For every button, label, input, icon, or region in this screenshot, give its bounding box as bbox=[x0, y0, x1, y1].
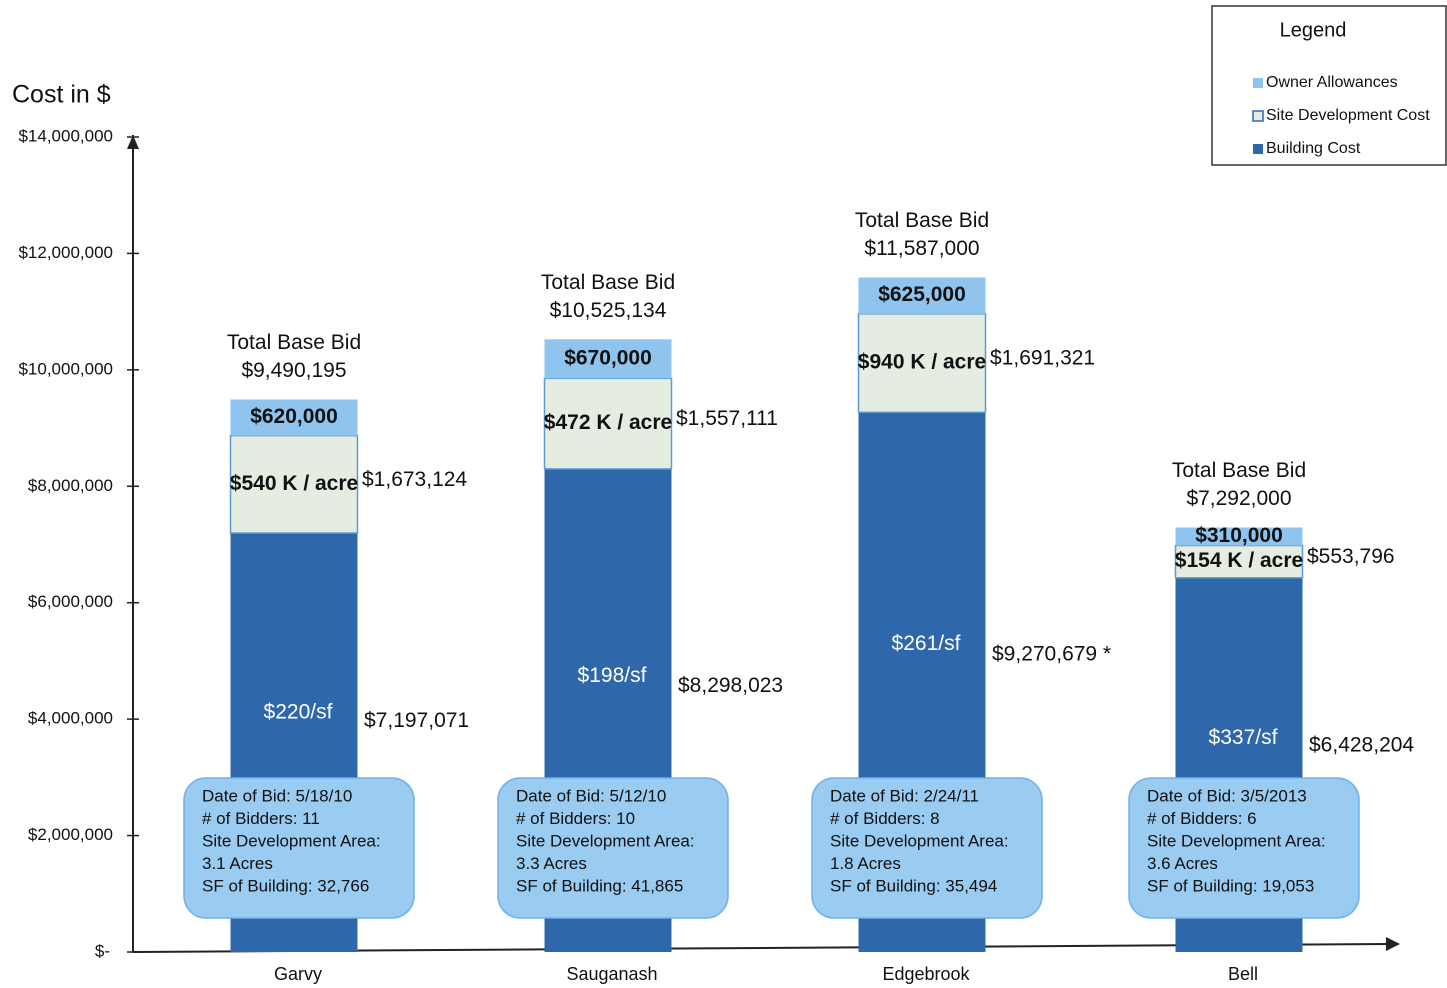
bar-segment bbox=[230, 399, 358, 436]
data-label: $1,691,321 bbox=[990, 347, 1095, 370]
acre-label: $540 K / acre bbox=[230, 472, 358, 495]
rate-label: $198/sf bbox=[578, 664, 647, 687]
data-label: $620,000 bbox=[250, 405, 338, 428]
y-axis-label: Cost in $ bbox=[12, 81, 111, 109]
x-tick-label: Bell bbox=[1228, 964, 1258, 984]
info-box bbox=[1128, 777, 1360, 919]
legend-label: Building Cost bbox=[1266, 140, 1361, 157]
x-tick-label: Garvy bbox=[274, 964, 322, 984]
info-text: 3.6 Acres bbox=[1147, 854, 1218, 873]
y-tick-label: $4,000,000 bbox=[28, 709, 113, 728]
info-text: # of Bidders: 6 bbox=[1147, 809, 1257, 828]
info-text: Date of Bid: 2/24/11 bbox=[830, 786, 979, 805]
legend-swatch bbox=[1253, 78, 1263, 88]
x-axis-arrow bbox=[1386, 937, 1400, 951]
y-tick-label: $14,000,000 bbox=[18, 126, 113, 145]
info-text: SF of Building: 41,865 bbox=[516, 876, 683, 895]
bar-segment bbox=[1175, 527, 1303, 546]
y-tick-label: $8,000,000 bbox=[28, 476, 113, 495]
info-text: SF of Building: 32,766 bbox=[202, 876, 369, 895]
y-tick-label: $2,000,000 bbox=[28, 825, 113, 844]
data-label: $7,197,071 bbox=[364, 709, 469, 732]
total-title: Total Base Bid bbox=[855, 209, 989, 232]
total-value: $9,490,195 bbox=[241, 359, 346, 382]
info-text: SF of Building: 35,494 bbox=[830, 876, 997, 895]
y-axis-arrow bbox=[127, 135, 139, 149]
info-text: 3.3 Acres bbox=[516, 854, 587, 873]
data-label: $670,000 bbox=[564, 346, 652, 369]
info-text: Site Development Area: bbox=[1147, 831, 1326, 850]
info-box bbox=[183, 777, 415, 919]
info-text: Site Development Area: bbox=[830, 831, 1009, 850]
data-label: $625,000 bbox=[878, 283, 966, 306]
bar-segment bbox=[1174, 544, 1304, 579]
bar-segment bbox=[229, 434, 359, 534]
acre-label: $154 K / acre bbox=[1175, 549, 1303, 572]
bar-segment bbox=[544, 339, 672, 379]
rate-label: $337/sf bbox=[1209, 726, 1278, 749]
x-tick-label: Sauganash bbox=[566, 964, 657, 984]
info-text: 3.1 Acres bbox=[202, 854, 273, 873]
y-tick-label: $6,000,000 bbox=[28, 592, 113, 611]
info-text: Date of Bid: 5/12/10 bbox=[516, 786, 666, 805]
info-text: # of Bidders: 11 bbox=[202, 809, 320, 828]
total-value: $11,587,000 bbox=[864, 237, 979, 260]
data-label: $310,000 bbox=[1195, 524, 1283, 547]
legend-box bbox=[1211, 5, 1447, 166]
info-text: Site Development Area: bbox=[516, 831, 695, 850]
data-label: $8,298,023 bbox=[678, 674, 783, 697]
bar-segment bbox=[857, 313, 987, 414]
total-title: Total Base Bid bbox=[227, 331, 361, 354]
y-tick-label: $10,000,000 bbox=[18, 359, 113, 378]
info-text: Date of Bid: 5/18/10 bbox=[202, 786, 352, 805]
acre-label: $940 K / acre bbox=[858, 351, 986, 374]
info-text: Date of Bid: 3/5/2013 bbox=[1147, 786, 1307, 805]
data-label: $9,270,679 * bbox=[992, 643, 1111, 666]
info-text: SF of Building: 19,053 bbox=[1147, 876, 1314, 895]
legend-label: Site Development Cost bbox=[1266, 107, 1430, 124]
data-label: $1,673,124 bbox=[362, 468, 467, 491]
y-tick-label: $- bbox=[95, 941, 110, 960]
legend-swatch bbox=[1252, 110, 1264, 122]
bar-segment bbox=[858, 277, 986, 314]
rate-label: $220/sf bbox=[264, 701, 333, 724]
info-box bbox=[811, 777, 1043, 919]
data-label: $553,796 bbox=[1307, 545, 1395, 568]
rate-label: $261/sf bbox=[892, 632, 961, 655]
bar-segment bbox=[543, 377, 673, 470]
total-title: Total Base Bid bbox=[1172, 459, 1306, 482]
info-text: # of Bidders: 10 bbox=[516, 809, 635, 828]
legend-swatch bbox=[1253, 144, 1263, 154]
info-box bbox=[497, 777, 729, 919]
info-text: # of Bidders: 8 bbox=[830, 809, 940, 828]
info-text: 1.8 Acres bbox=[830, 854, 901, 873]
data-label: $1,557,111 bbox=[676, 407, 778, 430]
total-value: $10,525,134 bbox=[550, 299, 667, 322]
legend-title: Legend bbox=[1280, 19, 1347, 41]
data-label: $6,428,204 bbox=[1309, 734, 1414, 757]
info-text: Site Development Area: bbox=[202, 831, 381, 850]
acre-label: $472 K / acre bbox=[544, 411, 672, 434]
total-title: Total Base Bid bbox=[541, 271, 675, 294]
total-value: $7,292,000 bbox=[1186, 487, 1291, 510]
y-tick-label: $12,000,000 bbox=[18, 243, 113, 262]
x-tick-label: Edgebrook bbox=[882, 964, 970, 984]
legend-label: Owner Allowances bbox=[1266, 74, 1398, 91]
